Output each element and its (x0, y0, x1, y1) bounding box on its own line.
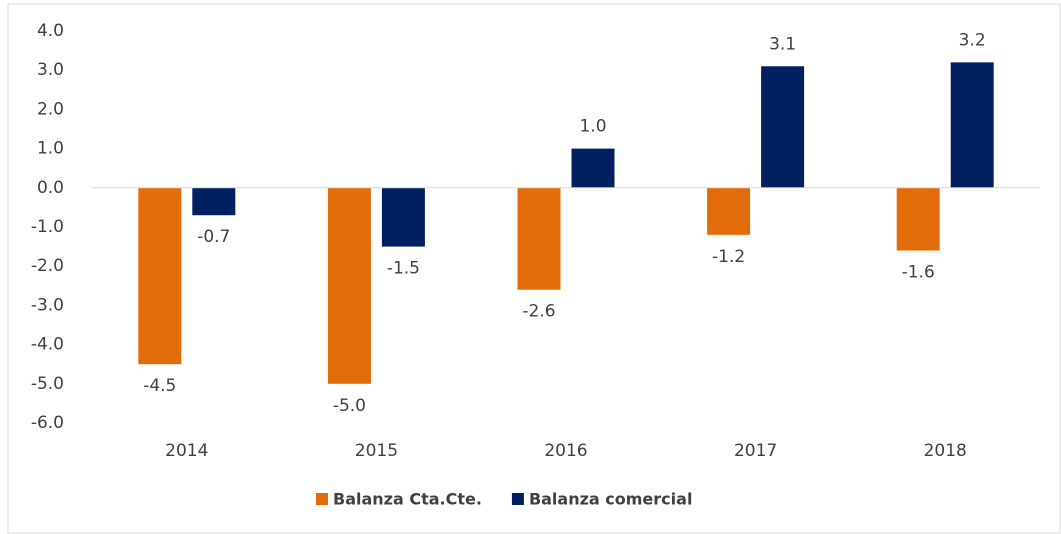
legend-label: Balanza Cta.Cte. (333, 490, 482, 509)
data-label: 3.2 (959, 30, 986, 50)
bar (192, 187, 236, 216)
bar (517, 187, 561, 290)
bar (571, 148, 615, 188)
bar (896, 187, 940, 251)
legend-label: Balanza comercial (529, 490, 692, 509)
y-tick-label: 4.0 (37, 21, 64, 41)
bar (761, 66, 805, 188)
bar (381, 187, 425, 247)
data-label: -0.7 (197, 227, 230, 247)
data-label: -1.6 (902, 263, 935, 283)
bar (327, 187, 371, 384)
x-tick-label: 2016 (544, 441, 587, 461)
data-label: -1.5 (387, 259, 420, 279)
y-tick-label: 2.0 (37, 99, 64, 119)
bar (707, 187, 751, 235)
y-tick-label: -6.0 (31, 413, 64, 433)
data-label: -2.6 (522, 302, 555, 322)
y-tick-label: -1.0 (31, 217, 64, 237)
y-tick-label: -4.0 (31, 335, 64, 355)
x-tick-label: 2017 (734, 441, 777, 461)
y-tick-label: 3.0 (37, 60, 64, 80)
x-tick-label: 2018 (924, 441, 967, 461)
y-tick-label: -2.0 (31, 256, 64, 276)
x-tick-label: 2014 (165, 441, 208, 461)
data-label: -5.0 (333, 396, 366, 416)
bar (138, 187, 182, 365)
bar (950, 62, 994, 188)
data-label: -4.5 (143, 376, 176, 396)
data-label: 3.1 (769, 34, 796, 54)
legend-swatch (511, 493, 524, 505)
data-label: -1.2 (712, 247, 745, 267)
data-label: 1.0 (579, 117, 606, 137)
y-tick-label: 1.0 (37, 139, 64, 159)
y-tick-label: -3.0 (31, 295, 64, 315)
x-tick-label: 2015 (355, 441, 398, 461)
y-tick-label: -5.0 (31, 374, 64, 394)
legend-swatch (316, 493, 328, 505)
y-tick-label: 0.0 (37, 178, 64, 198)
